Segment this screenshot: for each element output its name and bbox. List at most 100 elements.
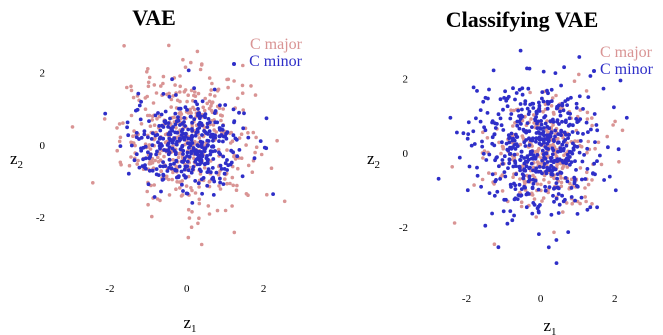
c-minor-point: [194, 157, 199, 162]
c-major-point: [241, 108, 245, 112]
c-major-point: [570, 201, 574, 206]
c-minor-point: [543, 184, 547, 189]
c-major-point: [178, 74, 182, 78]
c-minor-point: [500, 140, 504, 145]
c-major-point: [487, 171, 491, 175]
c-major-point: [189, 186, 193, 190]
c-minor-point: [512, 213, 516, 218]
c-minor-point: [560, 193, 564, 198]
c-minor-point: [566, 230, 571, 235]
c-minor-point: [159, 112, 164, 117]
c-minor-point: [593, 140, 597, 145]
c-major-point: [207, 180, 212, 184]
c-major-point: [586, 182, 591, 187]
c-major-point: [161, 74, 166, 79]
c-major-point: [218, 187, 223, 191]
c-minor-point: [555, 176, 559, 181]
c-major-point: [131, 95, 136, 100]
c-minor-point: [577, 94, 582, 99]
c-minor-point: [497, 164, 501, 169]
c-minor-point: [559, 133, 563, 138]
c-minor-point: [231, 133, 236, 138]
c-minor-point: [557, 202, 562, 207]
c-minor-point: [527, 174, 532, 179]
c-minor-point: [555, 119, 560, 124]
x-tick-label: -2: [462, 293, 471, 305]
c-minor-point: [535, 121, 539, 126]
c-minor-point: [543, 121, 548, 126]
c-minor-point: [550, 168, 555, 173]
c-major-point: [186, 111, 191, 115]
c-minor-point: [187, 145, 191, 150]
c-minor-point: [487, 87, 491, 92]
c-major-point: [70, 125, 75, 129]
c-major-point: [254, 145, 259, 149]
c-major-point: [583, 186, 587, 190]
c-minor-point: [197, 126, 202, 130]
c-minor-point: [466, 120, 471, 125]
c-major-point: [210, 101, 214, 105]
c-major-point: [534, 215, 538, 219]
c-minor-point: [551, 120, 556, 124]
c-minor-point: [546, 245, 551, 250]
c-minor-point: [206, 117, 211, 121]
c-minor-point: [190, 120, 195, 125]
c-minor-point: [217, 150, 221, 155]
c-major-point: [143, 107, 148, 111]
c-minor-point: [190, 133, 194, 138]
c-minor-point: [574, 117, 579, 121]
c-major-point: [167, 193, 172, 197]
c-minor-point: [518, 194, 523, 198]
c-minor-point: [170, 140, 175, 145]
c-minor-point: [218, 176, 222, 181]
c-minor-point: [554, 181, 559, 186]
c-minor-point: [192, 86, 197, 91]
c-minor-point: [624, 115, 629, 120]
c-major-point: [115, 126, 119, 130]
c-minor-point: [142, 129, 147, 134]
c-minor-point: [573, 198, 577, 203]
c-minor-point: [150, 168, 155, 173]
c-minor-point: [229, 160, 234, 165]
c-minor-point: [501, 128, 506, 132]
x-tick-label: -2: [105, 283, 114, 295]
c-minor-point: [537, 165, 542, 169]
c-minor-point: [502, 154, 507, 159]
c-major-point: [530, 193, 535, 197]
c-major-point: [577, 72, 581, 77]
c-minor-point: [161, 160, 166, 165]
c-minor-point: [475, 89, 479, 93]
c-minor-point: [222, 171, 227, 176]
c-minor-point: [565, 179, 570, 184]
c-major-point: [234, 188, 239, 192]
c-minor-point: [246, 135, 251, 140]
c-major-point: [171, 158, 175, 162]
c-minor-point: [553, 128, 558, 133]
c-minor-point: [210, 149, 215, 154]
c-major-point: [551, 123, 555, 127]
c-major-point: [198, 67, 203, 72]
c-major-point: [178, 90, 182, 94]
c-minor-point: [154, 152, 159, 157]
c-minor-point: [156, 111, 160, 115]
c-minor-point: [206, 139, 211, 143]
c-minor-point: [508, 116, 513, 121]
c-minor-point: [262, 145, 267, 150]
c-minor-point: [146, 182, 151, 187]
c-major-point: [197, 197, 202, 202]
c-minor-point: [465, 188, 470, 193]
c-minor-point: [545, 106, 550, 111]
vae-ticks: -2 0 2 -2 0 2: [36, 68, 267, 296]
c-minor-point: [271, 192, 275, 197]
c-major-point: [91, 181, 95, 185]
c-major-point: [199, 242, 204, 247]
c-major-point: [246, 163, 251, 168]
c-minor-point: [517, 165, 522, 170]
c-major-point: [585, 150, 589, 155]
c-minor-point: [549, 155, 554, 160]
c-major-point: [230, 175, 235, 180]
c-minor-point: [182, 120, 186, 124]
c-minor-point: [136, 91, 141, 96]
c-major-point: [552, 176, 556, 181]
